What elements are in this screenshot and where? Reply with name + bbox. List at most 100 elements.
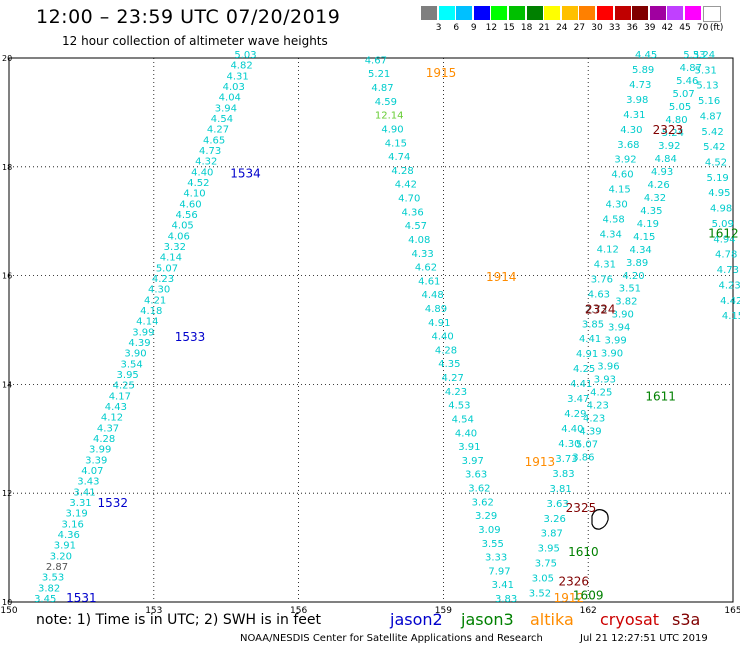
- wave-height-value: 4.41: [579, 334, 601, 345]
- wave-height-value: 5.24: [693, 50, 715, 61]
- pass-id-label: 1610: [568, 545, 599, 559]
- legend-swatch: [579, 6, 596, 20]
- wave-height-value: 4.60: [611, 170, 633, 181]
- wave-height-value: 4.91: [428, 318, 450, 329]
- pass-id-label: 1533: [175, 330, 206, 344]
- wave-height-value: 4.30: [620, 125, 642, 136]
- pass-id-label: 1915: [426, 66, 457, 80]
- wave-height-value: 4.33: [411, 249, 433, 260]
- wave-height-value: 4.54: [211, 114, 233, 125]
- wave-height-value: 4.67: [365, 55, 387, 66]
- wave-height-value: 3.82: [38, 583, 60, 594]
- x-tick-label: 159: [435, 606, 452, 616]
- wave-height-value: 3.73: [555, 454, 577, 465]
- wave-height-value: 5.09: [712, 219, 734, 230]
- wave-height-value: 3.41: [492, 580, 514, 591]
- legend-swatch: [526, 6, 543, 20]
- pass-id-label: 1912: [554, 591, 585, 605]
- wave-height-value: 4.34: [630, 245, 652, 256]
- legend-swatch: [544, 6, 561, 20]
- color-legend: 3 6 9 12 15 18 21 24 27 30 33 36 39 42 45 70 (ft): [421, 6, 737, 36]
- wave-height-value: 3.45: [34, 594, 56, 605]
- wave-height-value: 4.07: [81, 466, 103, 477]
- wave-height-value: 3.90: [612, 310, 634, 321]
- wave-height-value: 3.91: [458, 442, 480, 453]
- wave-height-value: 4.31: [594, 259, 616, 270]
- legend-swatch: [473, 6, 490, 20]
- pass-id-label: 1914: [486, 270, 517, 284]
- wave-height-value: 3.55: [482, 539, 504, 550]
- wave-height-value: 4.57: [405, 221, 427, 232]
- wave-height-value: 4.08: [408, 235, 430, 246]
- wave-height-value: 4.95: [708, 188, 730, 199]
- wave-height-value: 3.09: [478, 525, 500, 536]
- wave-height-value: 4.14: [160, 253, 182, 264]
- pass-id-label: 1531: [66, 591, 97, 605]
- map-frame: [8, 57, 734, 603]
- wave-height-value: 5.31: [695, 65, 717, 76]
- satellite-altika: altika: [530, 610, 574, 629]
- legend-swatch: [561, 6, 578, 20]
- wave-height-value: 3.32: [164, 242, 186, 253]
- wave-height-value: 4.04: [219, 93, 241, 104]
- wave-height-value: 3.62: [472, 497, 494, 508]
- wave-height-value: 7.97: [488, 566, 510, 577]
- legend-label: 27: [573, 23, 586, 33]
- wave-height-value: 4.28: [391, 166, 413, 177]
- wave-height-value: 3.05: [532, 574, 554, 585]
- legend-label: 15: [503, 23, 515, 33]
- wave-height-value: 4.70: [398, 194, 420, 205]
- satellite-cryosat: cryosat: [600, 610, 660, 629]
- wave-height-value: 2.73: [585, 304, 607, 315]
- wave-height-value: 5.46: [676, 76, 698, 87]
- credit-text: NOAA/NESDIS Center for Satellite Applica…: [240, 633, 543, 644]
- x-tick-label: 162: [580, 606, 597, 616]
- wave-height-value: 4.73: [629, 80, 651, 91]
- wave-height-value: 5.13: [696, 81, 718, 92]
- wave-height-value: 4.63: [588, 289, 610, 300]
- footer-note: note: 1) Time is in UTC; 2) SWH is in fe…: [36, 612, 322, 628]
- wave-height-value: 4.45: [635, 50, 657, 61]
- pass-id-label: 1609: [573, 588, 604, 602]
- wave-height-value: 4.06: [168, 231, 190, 242]
- legend-swatch: [649, 6, 666, 20]
- wave-height-value: 3.53: [42, 573, 64, 584]
- wave-height-value: 4.87: [700, 111, 722, 122]
- wave-height-value: 4.23: [587, 401, 609, 412]
- wave-height-value: 3.52: [529, 589, 551, 600]
- wave-height-value: 4.17: [109, 391, 131, 402]
- wave-height-value: 4.36: [58, 530, 80, 541]
- wave-height-value: 4.12: [597, 244, 619, 255]
- wave-height-value: 4.43: [105, 402, 127, 413]
- wave-height-value: 3.92: [658, 141, 680, 152]
- wave-height-value: 4.58: [603, 215, 625, 226]
- legend-label: 39: [644, 23, 656, 33]
- wave-height-value: 4.15: [385, 138, 407, 149]
- wave-height-value: 4.89: [425, 304, 447, 315]
- legend-label: 12: [485, 23, 498, 33]
- wave-height-value: 4.03: [223, 82, 245, 93]
- wave-height-value: 3.16: [62, 519, 84, 530]
- wave-height-value: 4.23: [445, 387, 467, 398]
- wave-height-value: 4.19: [637, 219, 659, 230]
- wave-height-value: 3.63: [465, 470, 487, 481]
- wave-height-value: 3.68: [617, 140, 639, 151]
- wave-height-value: 4.52: [187, 178, 209, 189]
- wave-height-value: 4.36: [401, 207, 423, 218]
- wave-height-value: 3.90: [124, 349, 146, 360]
- wave-height-value: 3.99: [89, 445, 111, 456]
- wave-height-value: 4.61: [418, 276, 440, 287]
- pass-id-label: 1612: [708, 227, 739, 241]
- legend-swatch: [685, 6, 701, 20]
- wave-height-value: 4.80: [665, 115, 687, 126]
- wave-height-value: 4.39: [579, 427, 601, 438]
- wave-height-value: 3.89: [626, 258, 648, 269]
- legend-swatch: [632, 6, 649, 20]
- satellite-jason3: jason3: [461, 610, 514, 629]
- wave-height-value: 3.95: [117, 370, 139, 381]
- wave-height-value: 5.21: [368, 69, 390, 80]
- legend-swatch: [491, 6, 508, 20]
- generated-timestamp: Jul 21 12:27:51 UTC 2019: [580, 633, 708, 644]
- pass-id-label: 1534: [230, 167, 261, 181]
